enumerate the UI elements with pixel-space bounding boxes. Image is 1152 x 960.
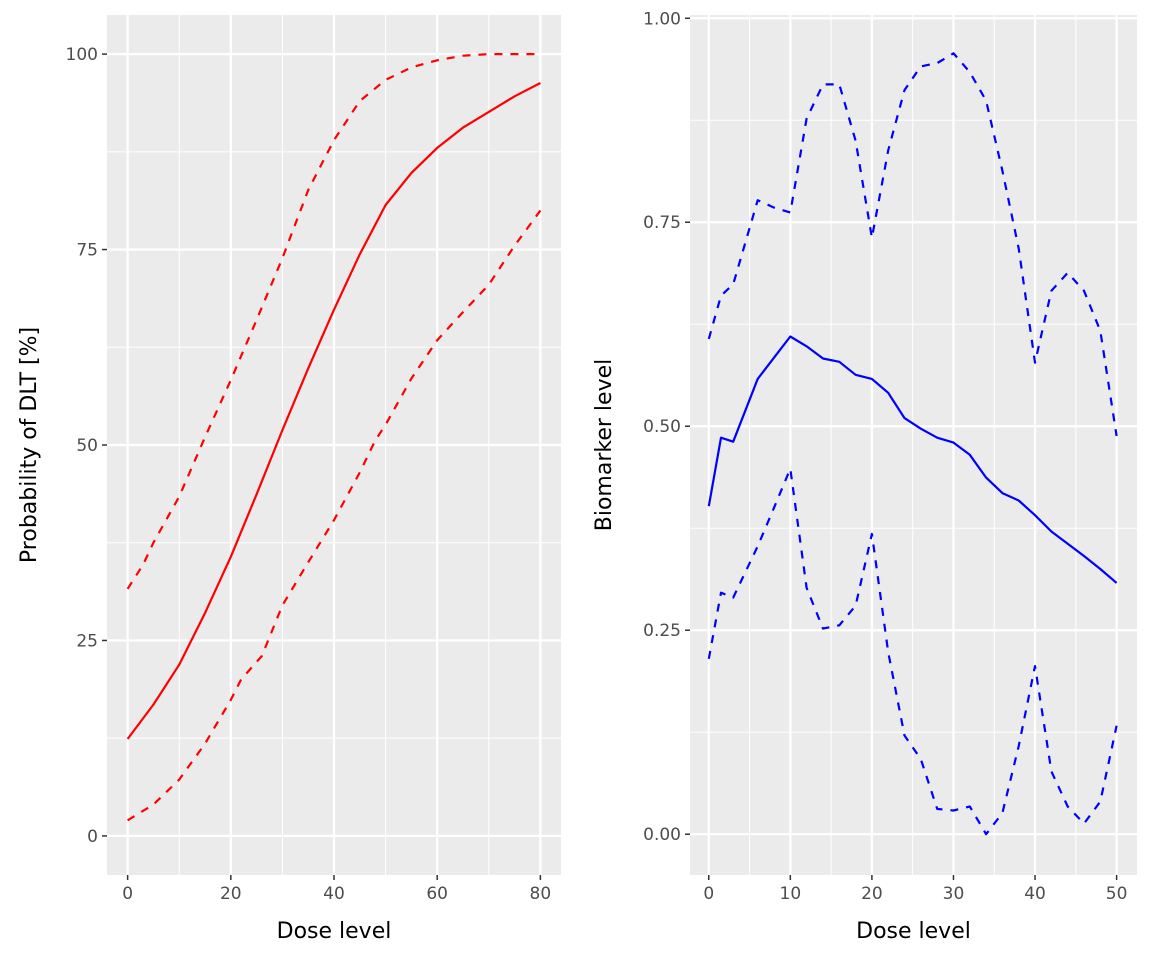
panel-1: 0 20 40 60 80 0 25 50 75 100 Dose level Probability…	[17, 15, 561, 944]
x-tick-label: 20	[220, 884, 242, 904]
y-tick-label: 0.50	[643, 417, 681, 437]
y-axis-title: Probability of DLT [%]	[17, 327, 42, 563]
x-tick-label: 10	[780, 884, 802, 904]
x-axis-title: Dose level	[856, 919, 971, 944]
x-tick-label: 30	[943, 884, 965, 904]
x-tick-label: 40	[1024, 884, 1046, 904]
x-tick-label: 0	[703, 884, 714, 904]
y-tick-label: 100	[66, 45, 98, 65]
y-tick-label: 0.75	[643, 213, 681, 233]
y-tick-label: 75	[76, 241, 98, 261]
upper-bound-line	[707, 52, 1118, 437]
plot-background	[690, 15, 1137, 875]
upper-bound-line	[126, 52, 541, 590]
y-tick-label: 50	[76, 436, 98, 456]
x-tick-label: 40	[323, 884, 345, 904]
y-tick-label: 0	[87, 827, 98, 847]
panel-2: 0 10 20 30 40 50 0.00 0.25 0.50 0.75 1.00 Dose leve…	[592, 9, 1137, 944]
x-tick-label: 80	[530, 884, 552, 904]
y-tick-label: 0.00	[643, 825, 681, 845]
y-tick-label: 1.00	[643, 9, 681, 29]
y-axis-title: Biomarker level	[592, 359, 617, 531]
y-tick-label: 25	[76, 631, 98, 651]
mean-line	[707, 335, 1118, 584]
x-tick-label: 60	[426, 884, 448, 904]
x-axis-title: Dose level	[277, 919, 392, 944]
x-tick-label: 0	[122, 884, 133, 904]
mean-line	[126, 82, 541, 740]
x-tick-label: 50	[1106, 884, 1128, 904]
y-tick-label: 0.25	[643, 621, 681, 641]
x-tick-label: 20	[861, 884, 883, 904]
lower-bound-line	[127, 209, 542, 822]
